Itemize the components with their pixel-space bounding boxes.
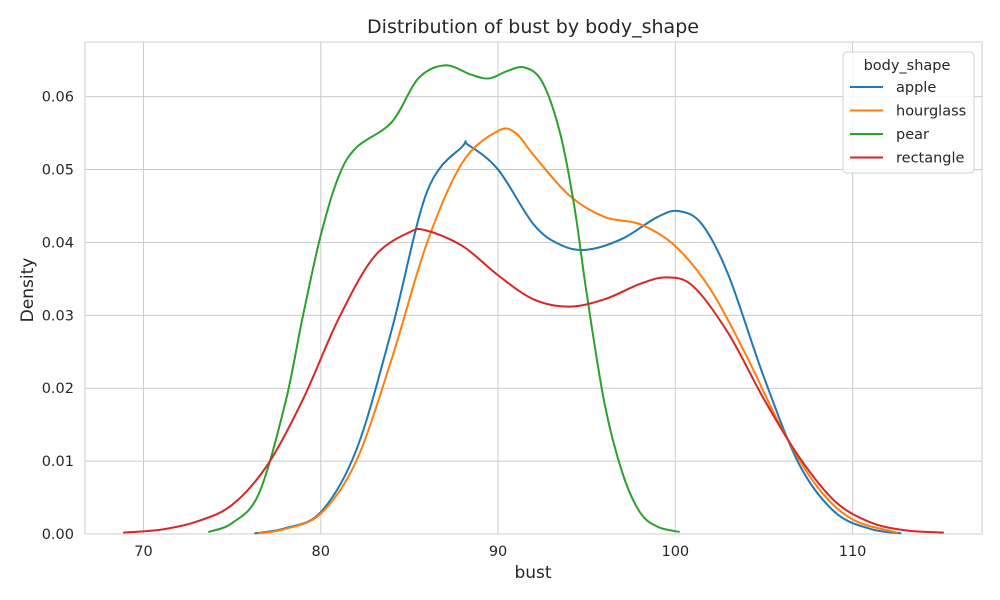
legend-label-apple: apple: [896, 80, 936, 96]
tick-labels: 70 80 90 100 110 0.00 0.01 0.02 0.03 0.04 0.05 0.06: [42, 90, 867, 560]
legend-label-hourglass: hourglass: [896, 104, 966, 120]
x-tick-label: 100: [661, 544, 689, 560]
legend-label-pear: pear: [896, 127, 929, 143]
y-tick-label: 0.04: [42, 235, 74, 251]
y-tick-label: 0.05: [42, 163, 74, 179]
legend-title: body_shape: [864, 58, 951, 74]
chart-title: Distribution of bust by body_shape: [367, 16, 699, 38]
series-line-pear: [208, 64, 680, 533]
x-tick-label: 110: [839, 544, 867, 560]
y-tick-label: 0.00: [42, 527, 74, 543]
y-tick-label: 0.01: [42, 454, 74, 470]
series-line-rectangle: [123, 228, 944, 534]
y-tick-label: 0.02: [42, 381, 74, 397]
legend-box: [842, 51, 975, 174]
y-axis-label: Density: [18, 258, 38, 323]
y-tick-label: 0.06: [42, 90, 74, 106]
plot-frame: [84, 41, 983, 535]
series-lines: [123, 64, 944, 535]
legend: body_shape apple hourglass pear rectangle: [842, 51, 975, 174]
x-tick-label: 80: [312, 544, 330, 560]
legend-label-rectangle: rectangle: [896, 151, 965, 167]
x-tick-label: 90: [489, 544, 507, 560]
series-line-hourglass: [257, 127, 898, 535]
x-tick-label: 70: [134, 544, 152, 560]
series-line-apple: [254, 140, 902, 535]
y-tick-label: 0.03: [42, 308, 74, 324]
x-axis-label: bust: [514, 563, 551, 583]
